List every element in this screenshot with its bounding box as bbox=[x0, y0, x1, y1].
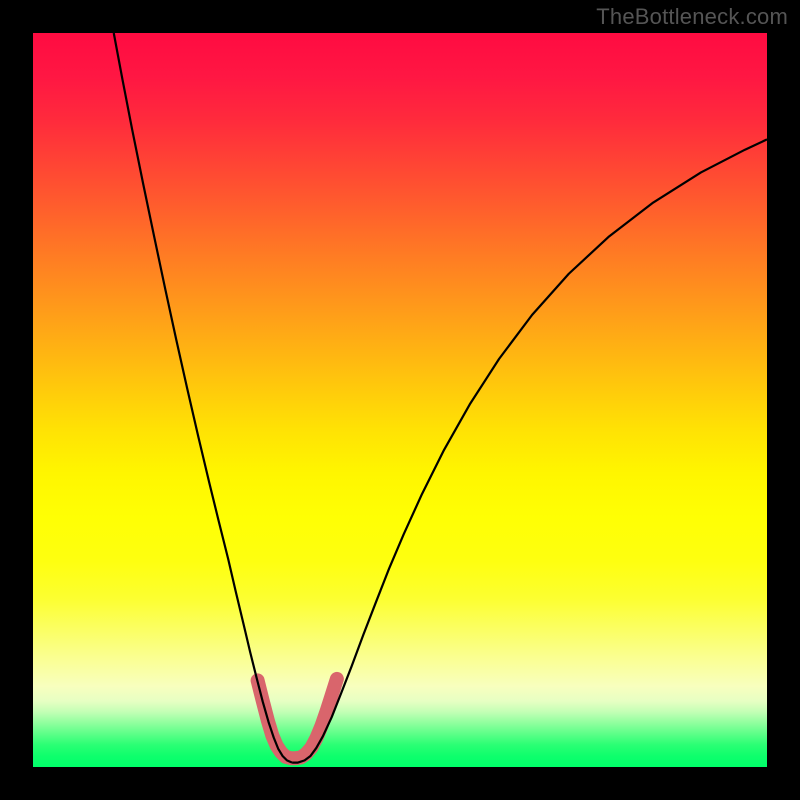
chart-container: TheBottleneck.com bbox=[0, 0, 800, 800]
plot-background bbox=[33, 33, 767, 767]
bottleneck-chart bbox=[0, 0, 800, 800]
watermark-text: TheBottleneck.com bbox=[596, 4, 788, 30]
